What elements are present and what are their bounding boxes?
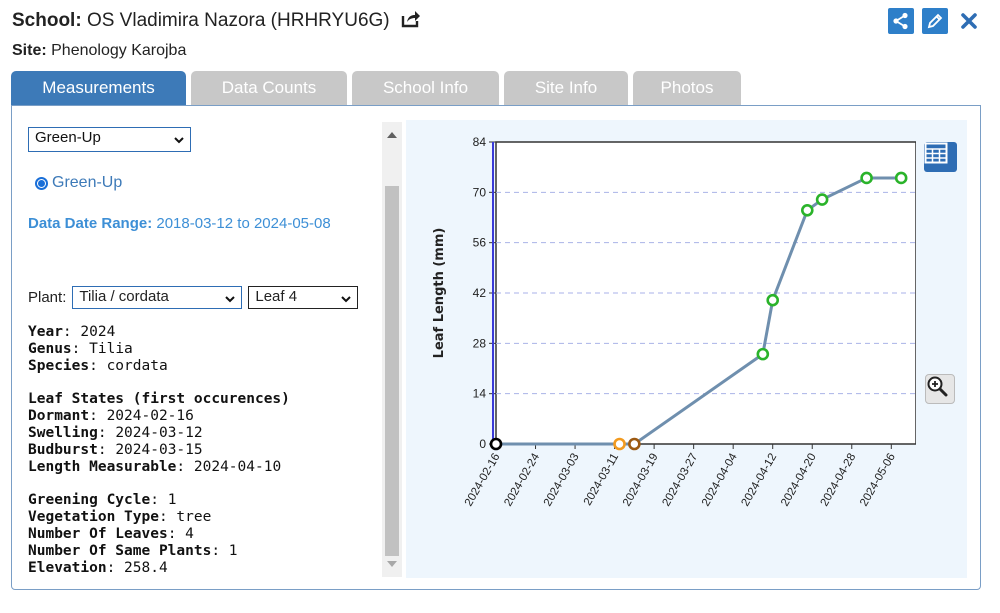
x-tick-label: 2024-03-27 bbox=[660, 452, 700, 509]
species-line: Species: cordata bbox=[28, 358, 168, 374]
left-scrollbar[interactable] bbox=[382, 122, 402, 577]
scroll-thumb[interactable] bbox=[385, 186, 399, 556]
scroll-up-arrow[interactable] bbox=[387, 132, 397, 138]
greenup-radio-label: Green-Up bbox=[52, 174, 123, 191]
x-tick-label: 2024-02-24 bbox=[502, 451, 542, 508]
leaf-select-value: Leaf 4 bbox=[255, 288, 298, 305]
swelling-line: Swelling: 2024-03-12 bbox=[28, 425, 203, 441]
year-line: Year: 2024 bbox=[28, 324, 116, 340]
y-tick-label: 0 bbox=[479, 437, 486, 451]
tab-measurements[interactable]: Measurements bbox=[11, 71, 186, 105]
school-title: School: OS Vladimira Nazora (HRHRYU6G) bbox=[12, 10, 421, 34]
data-point bbox=[489, 437, 503, 451]
leaf-select[interactable]: Leaf 4 bbox=[248, 286, 359, 309]
measurement-select-value: Green-Up bbox=[35, 129, 101, 146]
data-point bbox=[628, 437, 641, 451]
share-button[interactable] bbox=[888, 8, 914, 34]
zoom-in-icon bbox=[927, 376, 948, 397]
site-line: Site: Phenology Karojba bbox=[12, 42, 186, 60]
x-tick-label: 2024-03-19 bbox=[621, 452, 661, 509]
top-actions bbox=[888, 8, 982, 34]
data-point bbox=[815, 193, 829, 206]
plant-info: Year: 2024 Genus: Tilia Species: cordata… bbox=[28, 324, 290, 577]
close-icon bbox=[961, 13, 977, 29]
edit-icon bbox=[927, 13, 943, 29]
scroll-down-arrow[interactable] bbox=[387, 561, 397, 567]
range-value: 2018-03-12 to 2024-05-08 bbox=[156, 215, 331, 232]
data-point bbox=[800, 204, 814, 217]
data-point bbox=[860, 171, 873, 185]
plant-select-value: Tilia / cordata bbox=[79, 288, 169, 305]
plant-label: Plant: bbox=[28, 289, 67, 306]
chevron-down-icon bbox=[225, 296, 236, 303]
data-point bbox=[613, 437, 626, 451]
genus-line: Genus: Tilia bbox=[28, 341, 133, 357]
site-name: Phenology Karojba bbox=[51, 42, 187, 59]
edit-button[interactable] bbox=[922, 8, 948, 34]
chevron-down-icon bbox=[174, 137, 184, 144]
plant-select[interactable]: Tilia / cordata bbox=[72, 286, 243, 309]
y-tick-label: 14 bbox=[473, 387, 487, 401]
greenup-radio[interactable] bbox=[35, 176, 48, 190]
elevation-line: Elevation: 258.4 bbox=[28, 560, 168, 576]
tab-photos[interactable]: Photos bbox=[633, 71, 741, 105]
y-tick-label: 42 bbox=[473, 286, 487, 300]
y-tick-label: 70 bbox=[473, 185, 487, 199]
same-plants-line: Number Of Same Plants: 1 bbox=[28, 543, 238, 559]
external-share-icon[interactable] bbox=[401, 10, 421, 34]
tab-data-counts[interactable]: Data Counts bbox=[191, 71, 347, 105]
x-tick-label: 2024-04-28 bbox=[819, 452, 859, 509]
greenup-radio-row[interactable]: Green-Up bbox=[35, 174, 122, 192]
chevron-down-icon bbox=[341, 296, 352, 303]
greening-cycle-line: Greening Cycle: 1 bbox=[28, 492, 177, 508]
close-button[interactable] bbox=[956, 8, 982, 34]
data-point bbox=[766, 293, 780, 307]
site-label: Site: bbox=[12, 42, 47, 59]
y-tick-label: 84 bbox=[473, 135, 487, 149]
vegetation-type-line: Vegetation Type: tree bbox=[28, 509, 212, 525]
y-axis-label: Leaf Length (mm) bbox=[432, 228, 447, 359]
data-date-range: Data Date Range: 2018-03-12 to 2024-05-0… bbox=[28, 210, 383, 237]
range-label: Data Date Range: bbox=[28, 215, 153, 232]
table-icon bbox=[924, 142, 948, 164]
chart-area: 0 14 28 42 56 70 84 Leaf Length (mm) 2024-02-16 2… bbox=[406, 120, 967, 578]
number-of-leaves-line: Number Of Leaves: 4 bbox=[28, 526, 194, 542]
measurements-panel: Green-Up Green-Up Data Date Range: 2018-… bbox=[11, 105, 981, 590]
y-tick-label: 56 bbox=[473, 236, 487, 250]
school-name: OS Vladimira Nazora (HRHRYU6G) bbox=[86, 10, 390, 31]
x-tick-label: 2024-02-16 bbox=[463, 452, 503, 509]
x-tick-label: 2024-03-11 bbox=[582, 452, 621, 508]
zoom-button[interactable] bbox=[925, 374, 955, 404]
x-tick-label: 2024-03-03 bbox=[542, 452, 582, 509]
tab-school-info[interactable]: School Info bbox=[352, 71, 499, 105]
share-icon bbox=[893, 12, 908, 30]
x-tick-label: 2024-04-20 bbox=[779, 452, 819, 509]
data-point bbox=[894, 171, 908, 185]
plant-row: Plant: Tilia / cordata Leaf 4 bbox=[28, 286, 359, 309]
leaf-states-title: Leaf States (first occurences) bbox=[28, 391, 290, 407]
table-view-button[interactable] bbox=[924, 142, 957, 172]
x-tick-label: 2024-04-12 bbox=[739, 452, 779, 509]
data-point bbox=[756, 347, 770, 361]
school-label: School: bbox=[12, 10, 82, 31]
measurement-select[interactable]: Green-Up bbox=[28, 127, 191, 152]
budburst-line: Budburst: 2024-03-15 bbox=[28, 442, 203, 458]
tab-bar: Measurements Data Counts School Info Sit… bbox=[11, 71, 741, 105]
length-measurable-line: Length Measurable: 2024-04-10 bbox=[28, 459, 282, 475]
y-tick-label: 28 bbox=[473, 336, 487, 350]
tab-site-info[interactable]: Site Info bbox=[504, 71, 628, 105]
x-tick-label: 2024-05-06 bbox=[858, 452, 898, 509]
dormant-line: Dormant: 2024-02-16 bbox=[28, 408, 194, 424]
x-tick-label: 2024-04-04 bbox=[700, 451, 740, 508]
